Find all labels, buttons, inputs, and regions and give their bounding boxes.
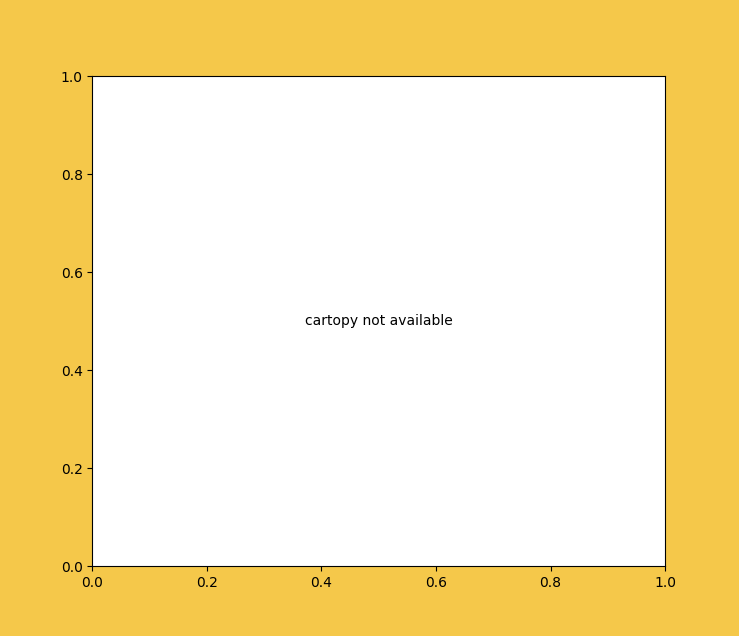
- Text: cartopy not available: cartopy not available: [305, 314, 452, 328]
